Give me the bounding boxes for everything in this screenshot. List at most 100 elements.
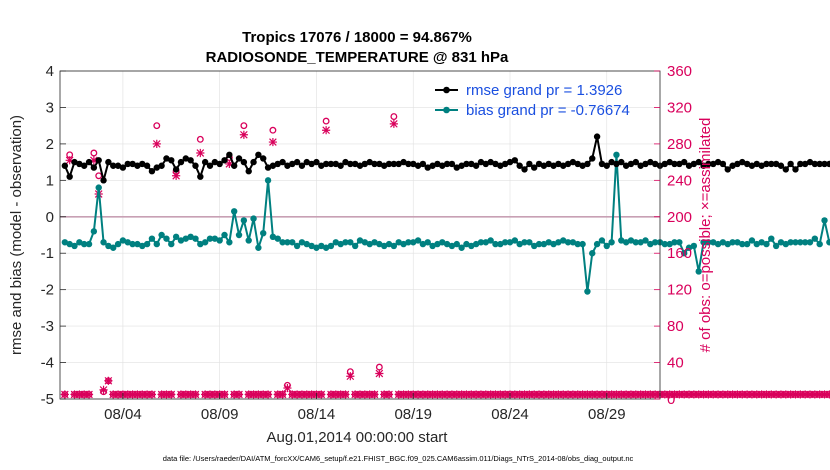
rmse-point (226, 151, 233, 159)
bias-point (405, 239, 412, 246)
assimilated-obs-marker (254, 390, 263, 399)
bias-point (260, 229, 267, 237)
assimilated-obs-marker (307, 390, 316, 399)
assimilated-obs-marker (220, 390, 229, 399)
rmse-point (313, 158, 320, 166)
rmse-point (356, 162, 364, 169)
bias-point (153, 240, 160, 248)
assimilated-obs-marker (133, 390, 142, 399)
bias-point (105, 242, 112, 250)
y-left-tick-label: 1 (46, 172, 54, 189)
assimilated-obs-marker (622, 390, 631, 399)
rmse-point (240, 158, 248, 166)
bias-point (768, 235, 775, 242)
rmse-point (114, 162, 122, 169)
rmse-point (168, 157, 175, 164)
assimilated-obs-marker (718, 390, 727, 399)
x-tick-label: 08/29 (588, 406, 626, 423)
y-right-tick-label: 160 (667, 245, 692, 262)
bias-point (66, 240, 73, 248)
bias-point (308, 242, 315, 250)
rmse-point (211, 158, 219, 166)
rmse-point (308, 160, 315, 168)
rmse-point (264, 164, 272, 171)
bias-point (76, 239, 83, 246)
rmse-point (801, 160, 809, 168)
rmse-point (66, 173, 73, 180)
rmse-point (676, 160, 683, 168)
assimilated-obs-marker (273, 390, 282, 399)
bias-point (579, 240, 586, 248)
bias-point (729, 239, 736, 246)
assimilated-obs-marker (278, 390, 287, 399)
y-right-tick-label: 360 (667, 63, 692, 80)
rmse-point (410, 160, 417, 168)
bias-point (598, 237, 606, 244)
bias-point (129, 240, 136, 248)
rmse-point (245, 168, 252, 175)
rmse-point (293, 158, 301, 166)
assimilated-obs-marker (443, 390, 452, 399)
assimilated-obs-marker (346, 372, 355, 381)
bias-point (289, 239, 296, 246)
bias-point (192, 235, 199, 242)
rmse-point (763, 160, 770, 168)
rmse-point (816, 160, 823, 168)
bias-point (410, 239, 417, 246)
rmse-point (230, 162, 238, 169)
bias-point (772, 242, 780, 250)
rmse-point (448, 160, 456, 168)
assimilated-obs-marker (820, 390, 829, 399)
assimilated-obs-marker (713, 390, 723, 399)
bias-point (748, 237, 756, 244)
rmse-point (439, 162, 446, 169)
rmse-point (148, 168, 156, 175)
bias-point (395, 239, 402, 246)
rmse-point (821, 160, 828, 168)
rmse-point (647, 158, 654, 166)
bias-point (414, 237, 422, 244)
assimilated-obs-marker (539, 390, 548, 399)
bias-point (434, 240, 441, 248)
bias-point (806, 239, 814, 246)
assimilated-obs-marker (544, 390, 553, 399)
rmse-point (298, 162, 306, 169)
bias-point (739, 240, 746, 248)
bias-point (201, 239, 209, 246)
bias-point (560, 237, 567, 244)
rmse-point (487, 158, 494, 166)
y-right-tick-label: 80 (667, 318, 684, 335)
rmse-point (511, 157, 519, 164)
assimilated-obs-marker (341, 390, 350, 399)
bias-point (80, 240, 88, 248)
assimilated-obs-marker (805, 390, 815, 399)
bias-point (584, 288, 591, 295)
rmse-point (506, 158, 514, 166)
y-right-tick-label: 40 (667, 355, 684, 372)
bias-point (472, 240, 480, 248)
rmse-point (753, 160, 760, 168)
bias-series (61, 151, 830, 295)
rmse-point (453, 164, 460, 171)
bias-point (429, 242, 436, 250)
bias-point (714, 240, 722, 248)
rmse-point (221, 157, 228, 164)
rmse-point (472, 162, 480, 169)
assimilated-obs-marker (694, 390, 703, 399)
rmse-point (443, 160, 451, 168)
bias-point (676, 239, 683, 246)
rmse-point (550, 162, 557, 169)
assimilated-obs-marker (680, 390, 689, 399)
bias-point (95, 184, 102, 191)
bias-point (216, 237, 223, 244)
rmse-point (197, 173, 204, 180)
assimilated-obs-marker (684, 390, 694, 399)
assimilated-obs-marker (288, 390, 297, 399)
bias-point (550, 240, 557, 248)
bias-point (826, 239, 830, 246)
assimilated-obs-marker (462, 390, 471, 399)
assimilated-obs-marker (626, 390, 636, 399)
assimilated-obs-marker (84, 390, 94, 399)
assimilated-obs-marker (167, 390, 176, 399)
rmse-point (110, 162, 117, 169)
